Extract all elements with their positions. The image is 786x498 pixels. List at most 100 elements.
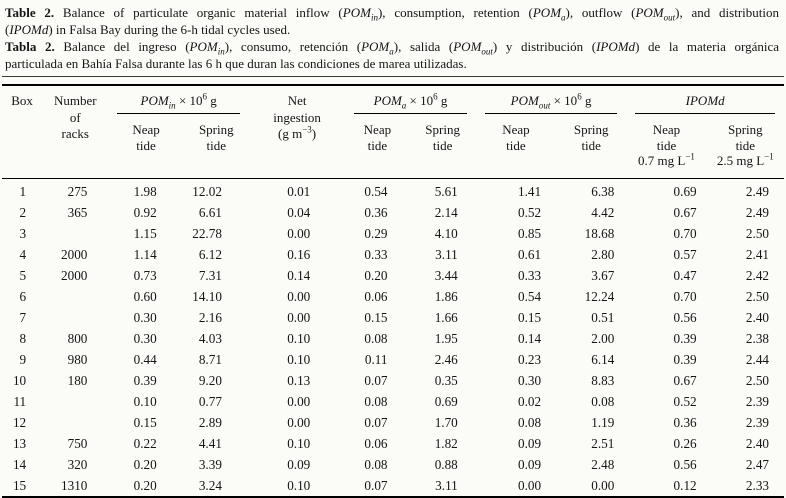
cell-ipomd-spring: 2.42 — [745, 268, 769, 283]
cell-ipomd-spring: 2.40 — [745, 310, 769, 325]
header-line: tide — [656, 137, 677, 153]
cell-poma-neap: 0.36 — [364, 205, 388, 220]
cell-pomin-spring: 6.61 — [198, 205, 222, 220]
cell-pomout-spring: 4.42 — [591, 205, 615, 220]
cell-box: 6 — [19, 289, 27, 304]
cell-pomout-spring: 2.00 — [591, 331, 615, 346]
cell-poma-spring: 1.70 — [434, 415, 458, 430]
cell-ipomd-spring: 2.47 — [745, 457, 769, 472]
col-header-pomout-neap: Neap tide — [475, 120, 557, 179]
cell-poma-spring: 3.11 — [435, 247, 458, 262]
cell-ipomd-neap: 0.39 — [673, 352, 697, 367]
header-line: Neap — [652, 122, 681, 137]
cell-net-ingestion: 0.10 — [287, 436, 311, 451]
cell-ipomd-neap: 0.12 — [673, 478, 697, 493]
cell-box: 13 — [12, 436, 27, 451]
cell-net-ingestion: 0.14 — [287, 268, 311, 283]
cell-pomout-spring: 8.83 — [591, 373, 615, 388]
group-header-pom-a-label: POMa × 106 g — [354, 92, 467, 114]
header-line: 2.5 mg L−1 — [716, 151, 774, 168]
header-line: tide — [136, 137, 156, 153]
cell-box: 10 — [12, 373, 27, 388]
header-line: (g m−3) — [278, 124, 317, 141]
cell-pomin-neap: 0.30 — [133, 331, 157, 346]
cell-ipomd-neap: 0.36 — [673, 415, 697, 430]
table-row: 12 0.15 2.89 0.00 0.07 1.70 0.08 1.19 0.36 2.39 — [2, 412, 784, 433]
table-caption: Table 2. Balance of particulate organic … — [0, 0, 786, 72]
cell-box: 7 — [19, 310, 27, 325]
cell-pomin-spring: 0.77 — [198, 394, 222, 409]
cell-pomout-neap: 0.08 — [517, 415, 542, 430]
table-row: 9 980 0.44 8.71 0.10 0.11 2.46 0.23 6.14 0.39 2.44 — [2, 349, 784, 370]
cell-pomout-spring: 0.08 — [591, 394, 615, 409]
cell-net-ingestion: 0.10 — [287, 352, 311, 367]
cell-pomin-neap: 0.30 — [133, 310, 157, 325]
cell-poma-neap: 0.08 — [364, 394, 388, 409]
cell-pomout-spring: 0.00 — [591, 478, 615, 493]
cell-ipomd-neap: 0.67 — [673, 373, 697, 388]
cell-pomout-spring: 6.14 — [591, 352, 615, 367]
group-header-pom-in-label: POMin × 106 g — [117, 92, 240, 114]
cell-box: 3 — [19, 226, 27, 241]
cell-pomout-neap: 0.30 — [517, 373, 542, 388]
cell-pomout-neap: 0.09 — [517, 457, 542, 472]
cell-net-ingestion: 0.16 — [287, 247, 311, 262]
group-header-pom-a: POMa × 106 g — [345, 85, 476, 120]
cell-pomout-spring: 1.19 — [591, 415, 615, 430]
caption-line: particulada en Bahía Falsa durante las 6… — [5, 56, 467, 71]
cell-racks: 180 — [67, 373, 88, 388]
cell-pomin-spring: 3.24 — [198, 478, 222, 493]
table-row: 10 180 0.39 9.20 0.13 0.07 0.35 0.30 8.83 0.67 2.5… — [2, 370, 784, 391]
cell-net-ingestion: 0.04 — [287, 205, 311, 220]
cell-pomout-neap: 0.85 — [517, 226, 542, 241]
cell-pomin-neap: 0.44 — [133, 352, 157, 367]
table-row: 13 750 0.22 4.41 0.10 0.06 1.82 0.09 2.51 0.26 2.4… — [2, 433, 784, 454]
cell-pomin-spring: 6.12 — [198, 247, 222, 262]
cell-ipomd-neap: 0.26 — [673, 436, 697, 451]
cell-racks: 980 — [67, 352, 88, 367]
header-line: tide — [206, 137, 227, 153]
cell-pomout-neap: 0.02 — [517, 394, 542, 409]
cell-racks — [42, 412, 108, 433]
header-row-groups: Box Number of racks POMin × 106 g Net inges… — [2, 85, 784, 179]
group-header-pom-in: POMin × 106 g — [108, 85, 249, 120]
header-line: of — [69, 109, 81, 125]
cell-box: 5 — [19, 268, 27, 283]
cell-pomout-neap: 0.15 — [517, 310, 542, 325]
cell-pomout-neap: 0.61 — [517, 247, 542, 262]
cell-ipomd-spring: 2.49 — [745, 184, 769, 199]
cell-pomin-spring: 3.39 — [198, 457, 222, 472]
header-line: Spring — [198, 122, 234, 137]
cell-pomout-neap: 0.23 — [517, 352, 542, 367]
cell-poma-neap: 0.07 — [364, 373, 388, 388]
col-header-ipomd-neap: Neap tide 0.7 mg L−1 — [626, 120, 707, 179]
cell-poma-spring: 2.14 — [434, 205, 458, 220]
cell-poma-neap: 0.20 — [364, 268, 388, 283]
cell-box: 11 — [13, 394, 27, 409]
cell-poma-neap: 0.08 — [364, 331, 388, 346]
header-line: 0.7 mg L−1 — [638, 151, 695, 168]
top-thin-rule — [2, 76, 784, 77]
cell-pomout-neap: 0.52 — [517, 205, 542, 220]
cell-net-ingestion: 0.00 — [287, 226, 311, 241]
data-table: Box Number of racks POMin × 106 g Net inges… — [2, 84, 784, 498]
cell-poma-neap: 0.07 — [364, 478, 388, 493]
cell-racks — [42, 307, 108, 328]
header-line: Spring — [573, 122, 609, 137]
cell-pomin-spring: 12.02 — [192, 184, 222, 199]
cell-poma-spring: 1.95 — [434, 331, 458, 346]
cell-racks: 800 — [67, 331, 88, 346]
cell-ipomd-spring: 2.39 — [745, 394, 769, 409]
cell-pomout-spring: 12.24 — [584, 289, 615, 304]
cell-net-ingestion: 0.00 — [287, 289, 311, 304]
cell-poma-neap: 0.08 — [364, 457, 388, 472]
cell-ipomd-spring: 2.40 — [745, 436, 769, 451]
table-row: 14 320 0.20 3.39 0.09 0.08 0.88 0.09 2.48 0.56 2.4… — [2, 454, 784, 475]
header-line: tide — [432, 137, 453, 153]
cell-pomin-neap: 1.15 — [133, 226, 157, 241]
cell-box: 14 — [12, 457, 27, 472]
header-line: Spring — [425, 122, 460, 137]
cell-net-ingestion: 0.00 — [287, 310, 311, 325]
cell-pomin-spring: 9.20 — [198, 373, 222, 388]
header-line: Number — [53, 93, 97, 108]
